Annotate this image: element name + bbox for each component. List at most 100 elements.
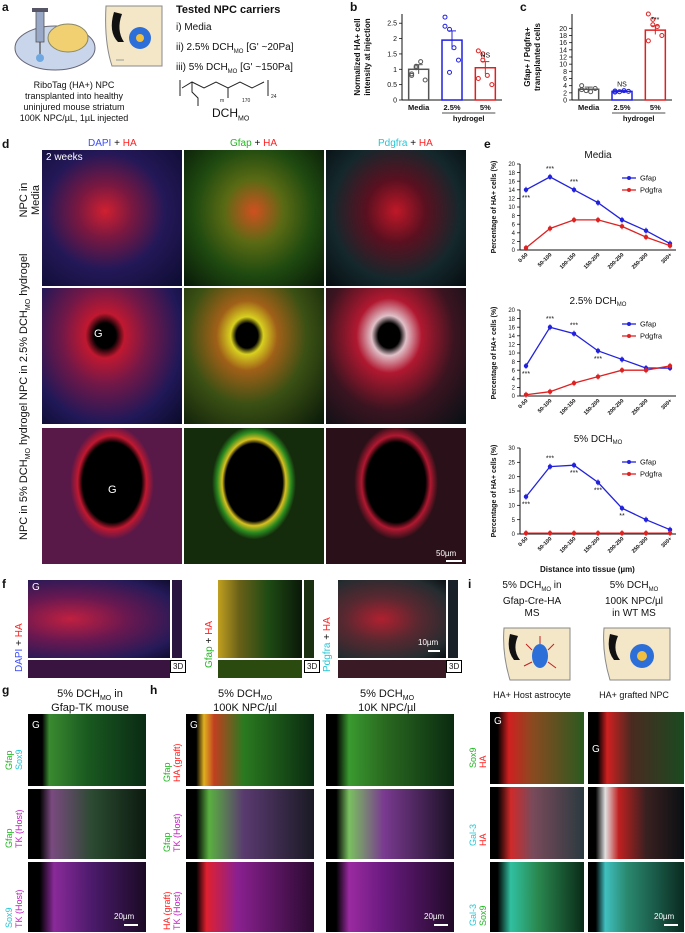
e1-ytick-label-7: 14	[508, 188, 515, 194]
f-label-3: Pdgfra + HA	[322, 617, 333, 672]
e1-ytick-label-9: 18	[508, 171, 515, 177]
panel-i-label: i	[468, 577, 472, 591]
b-annot-2: NS	[480, 53, 490, 60]
e3-ytick-label-2: 10	[508, 504, 515, 510]
g-title: 5% DCHMO in Gfap-TK mouse	[51, 688, 129, 715]
img-g-3	[28, 862, 146, 932]
e1-xtick-3: 150-200	[583, 252, 602, 271]
b-ytick-label-2: 1	[393, 67, 397, 74]
panel-h-label: h	[150, 683, 158, 697]
img-f-gfap	[218, 580, 302, 658]
e2-ytick-label-8: 16	[508, 325, 515, 331]
e2-xtick-6: 300+	[660, 398, 673, 411]
e1-title: Media	[584, 150, 612, 161]
c-ytick-label-3: 6	[563, 76, 567, 83]
e1-xtick-6: 300+	[660, 252, 673, 265]
c-group-label: hydrogel	[623, 114, 655, 123]
f-3d-badge-3: 3D	[446, 660, 463, 673]
panel-b-label: b	[350, 0, 358, 14]
i-gel-marker-2: G	[592, 744, 600, 755]
img-i-astro-3	[490, 862, 584, 932]
panel-d-label: d	[2, 137, 10, 151]
e2-xtick-3: 150-200	[583, 398, 602, 417]
carrier-media: i) Media	[176, 22, 212, 33]
i-gel-marker-1: G	[494, 716, 502, 727]
col2-header: Gfap + HA	[230, 138, 277, 149]
e3-star-2: ***	[570, 470, 578, 477]
b-pt-1-0	[442, 23, 448, 29]
e2-line-pdgfra	[525, 365, 671, 396]
e3-ytick-label-6: 30	[508, 446, 515, 452]
img-i-npc-2	[588, 787, 684, 859]
b-group-label: hydrogel	[453, 114, 485, 123]
c-xtick-0: Media	[578, 103, 600, 112]
e1-ytick-label-0: 0	[512, 248, 516, 254]
col3-header: Pdgfra + HA	[378, 138, 433, 149]
e2-star-2: ***	[570, 323, 578, 330]
e2-legend-0: Gfap	[640, 320, 656, 329]
c-ytick-label-5: 10	[559, 62, 567, 69]
c-pt-0-3	[592, 86, 598, 92]
e2-title-sub: MO	[617, 302, 627, 308]
scalebar-g-text: 20µm	[114, 912, 135, 921]
b-pt-1-5	[447, 69, 452, 75]
e2-ytick-label-7: 14	[508, 334, 515, 340]
img-d-5-gfap	[184, 428, 324, 564]
img-h-100k-3	[186, 862, 314, 932]
img-f-gfap-side	[304, 580, 314, 658]
e2-ytick-label-6: 12	[508, 343, 515, 349]
e1-legend-dot-0	[627, 176, 631, 180]
e1-ytick-label-4: 8	[512, 214, 516, 220]
img-f-dapi	[28, 580, 170, 658]
scalebar-h	[434, 924, 448, 926]
e2-ytick-label-3: 6	[512, 368, 516, 374]
e1-ytick-label-10: 20	[508, 162, 515, 168]
i-row1-label: Sox9 HA	[468, 747, 488, 768]
b-pt-0-4	[409, 71, 415, 77]
row-label-5: NPC in 5% DCHMO hydrogel	[18, 402, 33, 540]
b-ylabel-0: Normalized HA+ cell	[353, 18, 362, 95]
carriers-title: Tested NPC carriers	[176, 4, 281, 16]
b-pt-2-4	[475, 76, 481, 81]
c-pt-1-1	[617, 89, 622, 95]
e1-legend-1: Pdgfra	[640, 186, 663, 195]
c-ylabel-1: transplanted cells	[533, 22, 542, 91]
e2-legend-dot-1	[627, 334, 631, 338]
c-ytick-label-7: 14	[559, 47, 567, 54]
c-pt-0-0	[579, 83, 585, 89]
c-ylabel-0: Gfap+ / Pdgfra+	[523, 27, 532, 87]
e3-star-4: **	[619, 513, 625, 520]
img-h-10k-3	[326, 862, 454, 932]
chart-e-media: Media 0 2 4 6 8 10 12 14 16 18 20 Percentage of HA+ …	[491, 150, 676, 271]
scalebar-h-text: 20µm	[424, 912, 445, 921]
c-bar-2	[644, 29, 667, 101]
b-pt-0-0	[409, 72, 415, 78]
e3-ytick-label-0: 0	[512, 532, 516, 538]
scalebar-d-text: 50µm	[436, 549, 457, 558]
c-pt-0-4	[579, 87, 585, 93]
img-i-npc-1	[588, 712, 684, 784]
h-gel-marker: G	[190, 720, 198, 731]
c-pt-2-1	[650, 16, 656, 22]
polymer-structure: m 170 24	[179, 80, 277, 106]
b-pt-1-1	[447, 26, 452, 32]
scalebar-f-text: 10µm	[418, 638, 439, 647]
g-row2-label: Gfap TK (Host)	[4, 809, 24, 848]
e3-legend-1: Pdgfra	[640, 470, 663, 479]
e2-xtick-1: 50-100	[537, 398, 553, 414]
i-title-2: 5% DCHMO 100K NPC/µl in WT MS	[604, 580, 663, 619]
b-pt-1-4	[442, 14, 448, 20]
e2-ytick-label-1: 2	[512, 386, 516, 392]
b-pt-2-1	[480, 57, 486, 63]
b-pt-2-3	[489, 82, 495, 88]
panel-a-label: a	[2, 0, 9, 14]
f-gel-marker: G	[32, 582, 40, 593]
h-row3-label: HA (graft) TK (Host)	[162, 891, 182, 930]
e3-star-1: ***	[546, 456, 554, 463]
c-pt-0-1	[583, 88, 589, 94]
f-3d-badge-1: 3D	[170, 660, 187, 673]
col1-header: DAPI + HA	[88, 138, 137, 149]
e3-ytick-label-4: 20	[508, 475, 515, 481]
c-pt-1-3	[626, 88, 631, 94]
e1-xtick-4: 200-250	[607, 252, 626, 271]
